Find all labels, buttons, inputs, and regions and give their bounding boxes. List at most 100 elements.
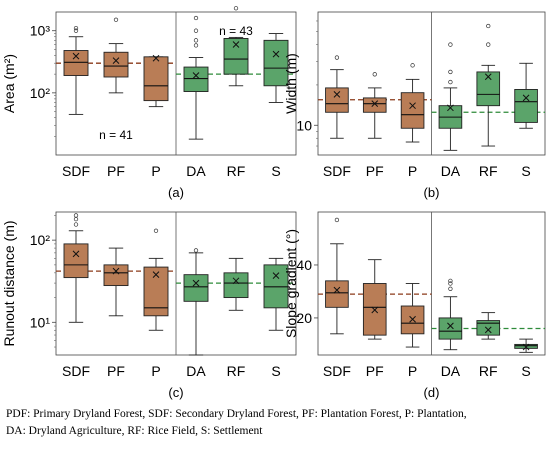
box-pf [362, 72, 387, 139]
y-tick-label: 10¹ [30, 314, 51, 330]
x-tick-label: S [521, 163, 530, 179]
mean-marker [484, 326, 492, 334]
outlier-point [448, 286, 453, 291]
y-tick-label: 40 [296, 257, 312, 273]
x-tick-label: DA [441, 163, 461, 179]
x-tick-label: RF [227, 363, 246, 379]
x-tick-label: DA [186, 363, 206, 379]
y-tick-label: 10² [30, 232, 51, 248]
y-tick-label: 20 [296, 310, 312, 326]
box-rf [223, 6, 249, 87]
x-tick-label: PF [107, 363, 125, 379]
x-tick-label: P [408, 363, 417, 379]
mean-marker [447, 104, 454, 112]
x-tick-label: S [271, 363, 280, 379]
box-sdf [63, 213, 89, 323]
panel-a: 10² 10³ Area (m²) SDF PF P DA RF Sn = 41 n = 43 (a… [1, 6, 297, 200]
panel-label: (b) [424, 185, 440, 200]
box-da [438, 278, 463, 351]
box-sdf [325, 217, 349, 335]
box-iqr [325, 280, 349, 308]
outlier-point [334, 217, 340, 223]
x-tick-label: SDF [323, 363, 351, 379]
box-da [183, 248, 209, 356]
outlier-point [113, 17, 119, 22]
x-tick-label: SDF [62, 163, 90, 179]
box-s [514, 62, 538, 129]
box-rf [476, 312, 501, 340]
mean-marker [152, 271, 160, 279]
outlier-point [193, 248, 199, 253]
outlier-point [334, 55, 340, 60]
outlier-point [372, 72, 377, 77]
box-rf [476, 23, 501, 147]
outlier-point [410, 63, 415, 68]
mean-marker [333, 286, 341, 294]
box-pf [103, 17, 129, 94]
mean-marker [72, 250, 80, 258]
outlier-point [73, 222, 79, 227]
box-p [400, 63, 425, 143]
outlier-point [73, 28, 79, 33]
n-annotation: n = 41 [99, 128, 133, 142]
mean-marker [371, 306, 379, 314]
mean-marker [192, 279, 200, 287]
box-sdf [325, 55, 349, 139]
box-iqr [476, 71, 501, 107]
box-iqr [183, 274, 209, 302]
box-iqr [362, 97, 387, 113]
mean-marker [409, 102, 416, 110]
x-tick-label: RF [227, 163, 246, 179]
box-s [263, 257, 289, 331]
mean-marker [371, 100, 379, 107]
x-tick-label: PF [366, 163, 384, 179]
outlier-point [73, 217, 79, 222]
panel-b: 10 Width (m) SDF PF P DA RF S (b) [283, 11, 546, 200]
outlier-point [193, 28, 199, 33]
mean-marker [112, 57, 120, 64]
x-tick-label: SDF [323, 163, 351, 179]
box-iqr [263, 39, 289, 87]
outlier-point [486, 42, 491, 47]
outlier-point [448, 281, 453, 286]
x-tick-label: S [521, 363, 530, 379]
x-tick-label: PF [366, 363, 384, 379]
box-p [143, 54, 169, 108]
box-iqr [103, 264, 129, 287]
x-tick-label: DA [441, 363, 461, 379]
mean-marker [232, 41, 240, 48]
mean-marker [409, 315, 416, 323]
y-axis-label: Area (m²) [1, 54, 17, 113]
outlier-point [448, 278, 453, 284]
n-annotation: n = 43 [219, 24, 253, 38]
mean-marker [192, 72, 200, 79]
y-tick-label: 10² [30, 85, 51, 101]
outlier-point [193, 15, 199, 21]
box-iqr [63, 50, 89, 76]
box-da [183, 15, 209, 140]
x-tick-label: S [271, 163, 280, 179]
outlier-point [73, 213, 79, 218]
mean-marker [232, 277, 240, 285]
box-iqr [183, 66, 209, 92]
mean-marker [72, 52, 80, 60]
box-iqr [514, 89, 538, 123]
y-tick-label: 10³ [30, 23, 51, 39]
boxplot-figure: 10² 10³ Area (m²) SDF PF P DA RF Sn = 41 n = 43 (a… [1, 6, 546, 400]
mean-marker [484, 73, 492, 81]
mean-marker [522, 94, 530, 102]
outlier-point [448, 42, 453, 47]
box-rf [223, 257, 249, 311]
y-axis-label: Runout distance (m) [1, 220, 17, 346]
x-tick-label: P [408, 163, 417, 179]
outlier-point [448, 79, 453, 85]
outlier-point [153, 228, 159, 233]
box-p [143, 228, 169, 331]
x-tick-label: RF [479, 363, 498, 379]
outlier-point [193, 38, 199, 43]
box-s [514, 338, 538, 353]
outlier-point [233, 6, 239, 11]
mean-marker [333, 91, 341, 98]
mean-marker [272, 272, 280, 279]
